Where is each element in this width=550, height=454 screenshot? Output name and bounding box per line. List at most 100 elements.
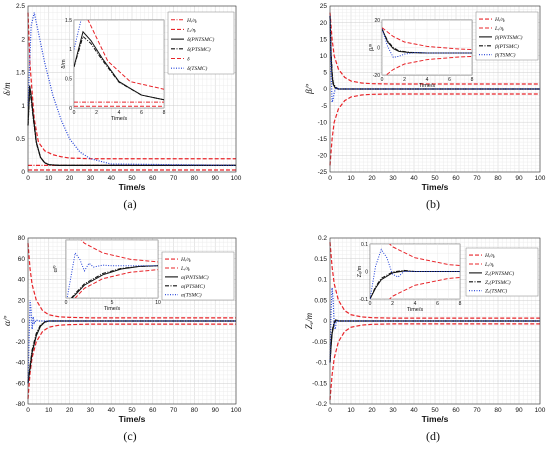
x-axis-label: Time/s — [422, 414, 449, 424]
inset-x-tick-label: 0 — [73, 110, 76, 116]
axes-frame — [27, 5, 237, 173]
y-tick-label: -0.1 — [316, 360, 328, 367]
x-tick-label: 10 — [347, 175, 355, 182]
x-tick-label: 90 — [515, 407, 523, 414]
inset-series-line-5 — [382, 28, 472, 58]
x-tick-label: 60 — [149, 407, 157, 414]
series-line-4 — [329, 15, 540, 90]
x-tick-label: 40 — [108, 407, 116, 414]
x-tick-label: 80 — [191, 175, 199, 182]
x-tick-label: 30 — [87, 175, 95, 182]
inset-x-tick-label: 4 — [118, 110, 121, 116]
legend-entry: Hᵢ/ηᵢ — [180, 257, 191, 263]
x-tick-label: 50 — [128, 175, 136, 182]
inset-x-tick-label: 0 — [381, 77, 384, 83]
y-tick-label: 2 — [21, 36, 25, 43]
inset-series-line-4 — [370, 269, 460, 299]
x-tick-label: 70 — [473, 407, 481, 414]
inset-x-tick-label: 5 — [111, 300, 114, 306]
x-tick-label: 60 — [149, 175, 157, 182]
y-tick-label: 5 — [323, 70, 327, 77]
series-line-2 — [27, 12, 236, 160]
inset-series-line-5 — [370, 248, 460, 299]
inset-x-tick-label: 6 — [140, 110, 143, 116]
x-tick-label: 80 — [494, 407, 502, 414]
inset-x-tick-label: 2 — [403, 77, 406, 83]
y-tick-label: 20 — [320, 20, 328, 27]
y-tick-label: 0.15 — [314, 256, 327, 263]
y-tick-label: 0.05 — [314, 297, 327, 304]
inset-y-tick-label: 0 — [377, 45, 380, 51]
legend-entry: β(PTSMC) — [494, 43, 519, 50]
inset-series-line-1 — [382, 27, 472, 51]
inset-y-tick-label: 0 — [365, 269, 368, 275]
y-tick-label: 0 — [323, 318, 327, 325]
legend-entry: δ(PTSMC) — [187, 46, 211, 53]
legend: Hᵢ/ηᵢ Lᵢ/ηᵢ β(PNTSMC) β(PTSMC) β(TSMC) — [475, 11, 539, 61]
x-tick-label: 60 — [452, 407, 460, 414]
x-tick-label: 0 — [328, 175, 332, 182]
x-tick-label: 50 — [431, 175, 439, 182]
x-tick-label: 50 — [128, 407, 136, 414]
x-tick-label: 40 — [410, 175, 418, 182]
y-tick-label: -25 — [318, 169, 328, 176]
legend-entry: α(TSMC) — [181, 292, 202, 299]
x-tick-label: 40 — [410, 407, 418, 414]
inset-y-tick-label: -20 — [373, 73, 380, 79]
x-axis-label: Time/s — [422, 182, 449, 192]
legend: Hᵢ/ηᵢ Lᵢ/ηᵢ δ(PNTSMC) δ(PTSMC) δ δ(TSMC) — [167, 11, 235, 75]
inset-x-tick-label: 4 — [414, 301, 417, 307]
axes-frame — [27, 237, 237, 405]
x-tick-label: 0 — [26, 407, 30, 414]
legend-entry: δ(TSMC) — [187, 65, 207, 72]
legend-entry: Hᵢ/ηᵢ — [484, 253, 495, 259]
y-axis-label: α/º — [2, 316, 12, 326]
legend: Hᵢ/ηᵢ Lᵢ/ηᵢ Zₑ(PNTSMC) Zₑ(PTSMC) Zₑ(TSMC) — [465, 247, 539, 297]
inset-x-axis-label: Time/s — [104, 306, 121, 312]
y-tick-label: 80 — [18, 235, 26, 242]
y-tick-label: -0.2 — [316, 401, 328, 408]
chart-panel-3: 0 10 20 30 40 50 60 70 80 90 100-80-60-40-20020406… — [2, 235, 242, 443]
x-tick-label: 100 — [535, 407, 546, 414]
panel-label: (b) — [426, 197, 440, 211]
inset-x-tick-label: 2 — [95, 110, 98, 116]
x-tick-label: 70 — [473, 175, 481, 182]
y-tick-label: -20 — [16, 339, 26, 346]
x-tick-label: 60 — [452, 175, 460, 182]
x-tick-label: 80 — [191, 407, 199, 414]
legend: Hᵢ/ηᵢ Lᵢ/ηᵢ α(PNTSMC) α(PTSMC) α(TSMC) — [161, 251, 235, 301]
legend-entry: β(PNTSMC) — [494, 34, 523, 41]
y-tick-label: 1 — [21, 103, 25, 110]
x-tick-label: 90 — [212, 175, 220, 182]
x-tick-label: 10 — [347, 407, 355, 414]
inset-x-axis-label: Time/s — [407, 307, 424, 313]
legend-entry: Zₑ(TSMC) — [485, 288, 507, 295]
inset-y-tick-label: 1.5 — [65, 18, 72, 24]
y-tick-label: 15 — [320, 36, 328, 43]
y-tick-label: 0.5 — [16, 136, 25, 143]
axes-frame — [329, 5, 541, 173]
inset-x-tick-label: 4 — [426, 77, 429, 83]
inset-series-line-4 — [70, 265, 158, 298]
y-tick-label: 0 — [323, 86, 327, 93]
inset-y-axis-label: δ/m — [61, 59, 67, 69]
x-tick-label: 70 — [170, 407, 178, 414]
series-line-6 — [27, 12, 237, 166]
legend-entry: δ(PNTSMC) — [187, 36, 214, 43]
legend-entry: Lᵢ/ηᵢ — [484, 262, 494, 268]
inset-zoom: 0 5 10 Time/s α/º — [52, 239, 161, 312]
y-tick-label: -40 — [16, 360, 26, 367]
x-tick-label: 100 — [535, 175, 546, 182]
y-tick-label: 10 — [320, 53, 328, 60]
x-tick-label: 100 — [231, 175, 242, 182]
x-tick-label: 50 — [431, 407, 439, 414]
series-line-4 — [27, 90, 236, 166]
series-line-1 — [27, 243, 236, 319]
legend-entry: α(PTSMC) — [181, 283, 205, 290]
y-axis-label: β/º — [304, 84, 314, 95]
y-tick-label: 0 — [21, 169, 25, 176]
y-tick-label: -80 — [16, 401, 26, 408]
y-tick-label: -0.05 — [312, 339, 327, 346]
series-line-5 — [329, 287, 540, 363]
